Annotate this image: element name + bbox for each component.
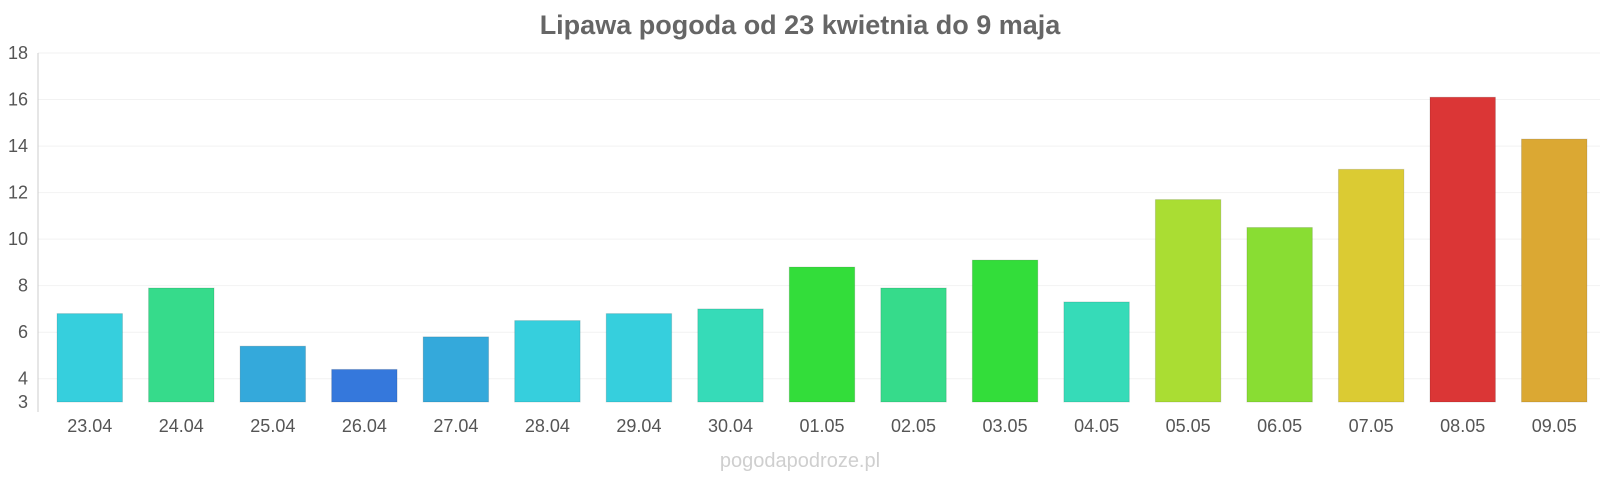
bar <box>697 308 764 403</box>
x-tick-label: 30.04 <box>708 416 753 436</box>
x-tick-label: 08.05 <box>1440 416 1485 436</box>
x-tick-label: 02.05 <box>891 416 936 436</box>
y-tick-labels: 3 4 6 8 10 12 14 16 18 <box>8 43 28 412</box>
bar <box>1521 138 1588 403</box>
x-tick-label: 05.05 <box>1166 416 1211 436</box>
y-tick-label: 10 <box>8 229 28 249</box>
bar <box>239 345 307 403</box>
x-tick-label: 24.04 <box>159 416 204 436</box>
bar <box>971 259 1039 403</box>
x-tick-label: 25.04 <box>250 416 295 436</box>
bar <box>1337 168 1405 403</box>
x-tick-label: 09.05 <box>1532 416 1577 436</box>
x-tick-label: 01.05 <box>799 416 844 436</box>
bar <box>880 287 947 403</box>
x-tick-label: 28.04 <box>525 416 570 436</box>
bar <box>1154 199 1222 403</box>
bar <box>1063 301 1130 403</box>
y-tick-label: 3 <box>18 392 28 412</box>
y-tick-label: 12 <box>8 183 28 203</box>
x-tick-label: 07.05 <box>1349 416 1394 436</box>
watermark: pogodapodroze.pl <box>719 450 881 472</box>
bar <box>1429 96 1496 403</box>
chart-title: Lipawa pogoda od 23 kwietnia do 9 maja <box>539 10 1061 40</box>
y-tick-label: 14 <box>8 136 28 156</box>
bar <box>514 320 581 403</box>
y-tick-label: 6 <box>18 322 28 342</box>
y-tick-label: 16 <box>8 90 28 110</box>
bar <box>788 266 856 403</box>
x-tick-label: 27.04 <box>433 416 478 436</box>
bar <box>1246 227 1313 403</box>
y-tick-label: 4 <box>18 369 28 389</box>
x-tick-label: 03.05 <box>983 416 1028 436</box>
x-tick-labels: 23.04 24.04 25.04 26.04 27.04 28.04 29.04 30.04… <box>67 416 1577 436</box>
x-tick-label: 06.05 <box>1257 416 1302 436</box>
bar <box>148 287 215 403</box>
bar <box>331 368 398 403</box>
x-tick-label: 26.04 <box>342 416 387 436</box>
x-tick-label: 04.05 <box>1074 416 1119 436</box>
bars <box>56 96 1588 403</box>
bar <box>56 313 123 403</box>
x-tick-label: 29.04 <box>616 416 661 436</box>
bar <box>422 336 490 403</box>
y-tick-label: 18 <box>8 43 28 63</box>
bar <box>605 313 673 403</box>
y-tick-label: 8 <box>18 276 28 296</box>
x-tick-label: 23.04 <box>67 416 112 436</box>
